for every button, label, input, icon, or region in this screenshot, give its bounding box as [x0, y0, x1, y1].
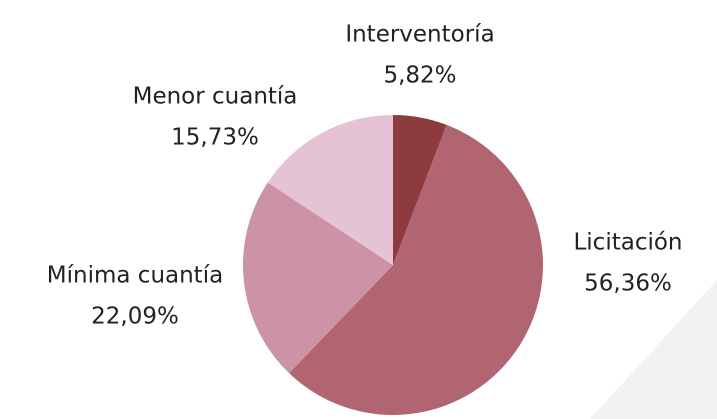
- background-shade: [590, 280, 717, 419]
- slice-value-label: 56,36%: [584, 271, 672, 297]
- pie-slice: [393, 115, 447, 265]
- slice-value-label: 15,73%: [171, 125, 259, 151]
- slice-value-label: 22,09%: [91, 304, 179, 330]
- slice-label: Mínima cuantía: [47, 263, 223, 289]
- slice-label: Interventoría: [345, 22, 494, 48]
- slice-value-label: 5,82%: [383, 63, 456, 89]
- pie-slice: [267, 115, 393, 265]
- slice-label: Licitación: [573, 230, 682, 256]
- pie-slice: [289, 124, 543, 415]
- pie-slice: [243, 182, 393, 374]
- slice-label: Menor cuantía: [133, 84, 298, 110]
